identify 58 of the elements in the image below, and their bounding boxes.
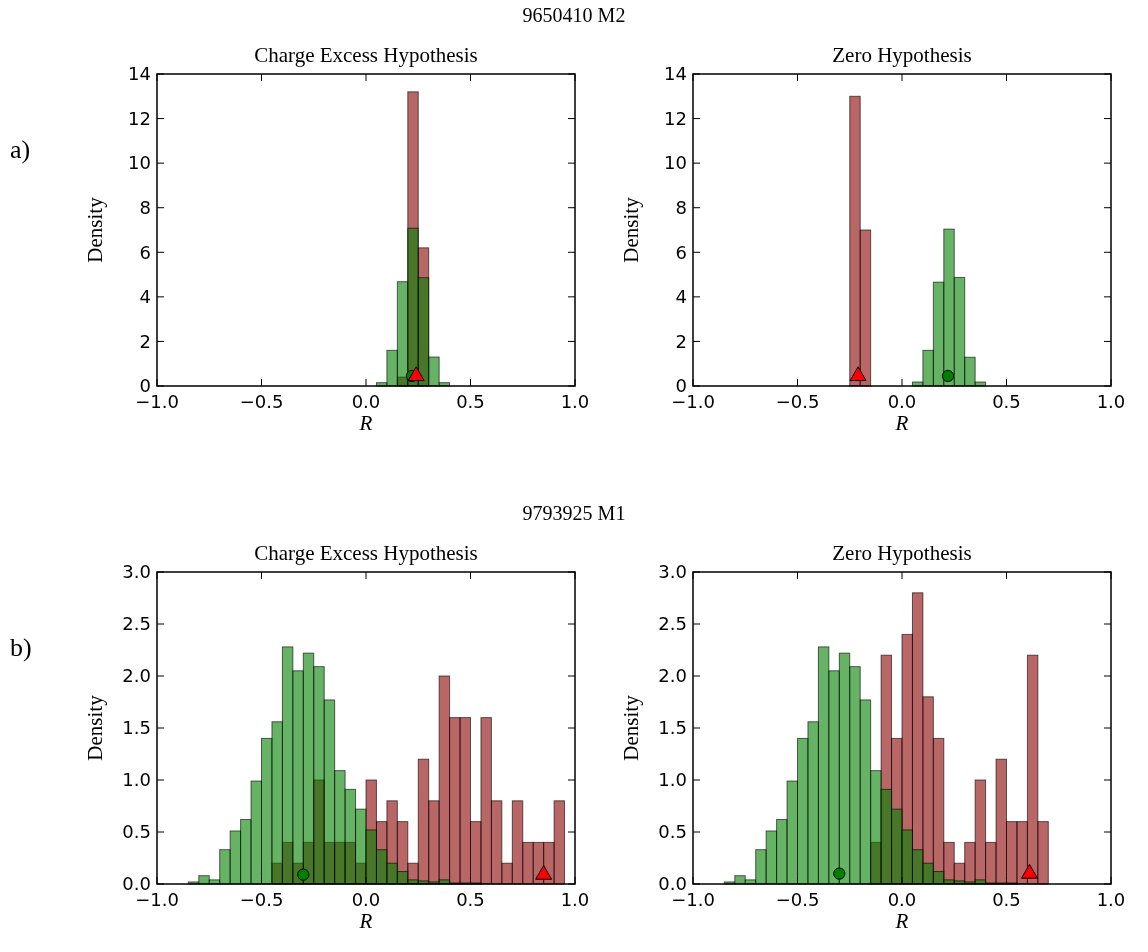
chart-title: Zero Hypothesis bbox=[832, 43, 972, 67]
y-tick-label: 14 bbox=[664, 63, 687, 85]
x-tick-label: −0.5 bbox=[775, 889, 820, 910]
y-tick-label: 2.0 bbox=[122, 665, 151, 687]
y-tick-label: 2 bbox=[139, 330, 151, 352]
x-axis-title: R bbox=[358, 909, 373, 933]
x-tick-label: 0.5 bbox=[456, 391, 485, 412]
y-tick-label: 2 bbox=[675, 330, 687, 352]
y-tick-label: 12 bbox=[664, 107, 687, 129]
x-axis-title: R bbox=[894, 411, 909, 435]
y-tick-label: 2.0 bbox=[658, 665, 687, 687]
x-axis-title: R bbox=[894, 909, 909, 933]
text: 9793925 M1 bbox=[522, 502, 626, 524]
x-tick-label: 1.0 bbox=[1096, 391, 1126, 412]
x-tick-label: 0.0 bbox=[887, 391, 917, 412]
x-tick-label: 1.0 bbox=[560, 889, 590, 910]
text: b) bbox=[10, 633, 32, 662]
x-tick-label: 0.0 bbox=[887, 889, 917, 910]
y-tick-label: 1.0 bbox=[658, 769, 687, 791]
x-tick-label: 0.5 bbox=[992, 889, 1021, 910]
y-tick-label: 1.5 bbox=[658, 717, 687, 739]
y-tick-label: 3.0 bbox=[658, 561, 687, 583]
y-axis-title: Density bbox=[619, 196, 643, 263]
y-tick-label: 4 bbox=[139, 286, 151, 308]
x-tick-label: 1.0 bbox=[560, 391, 590, 412]
y-tick-label: 1.0 bbox=[122, 769, 151, 791]
x-axis-title: R bbox=[358, 411, 373, 435]
x-tick-label: 0.0 bbox=[351, 889, 381, 910]
x-tick-label: 0.0 bbox=[351, 391, 381, 412]
y-tick-label: 2.5 bbox=[658, 613, 687, 635]
y-axis-title: Density bbox=[83, 196, 107, 263]
y-axis-title: Density bbox=[83, 694, 107, 761]
x-tick-label: −0.5 bbox=[239, 889, 284, 910]
x-tick-label: 1.0 bbox=[1096, 889, 1126, 910]
y-tick-label: 10 bbox=[128, 152, 151, 174]
chart-title: Charge Excess Hypothesis bbox=[254, 43, 478, 67]
chart-title: Charge Excess Hypothesis bbox=[254, 541, 478, 565]
y-tick-label: 0.5 bbox=[658, 821, 687, 843]
chart-title: Zero Hypothesis bbox=[832, 541, 972, 565]
text: 9650410 M2 bbox=[522, 4, 626, 26]
y-tick-label: 4 bbox=[675, 286, 687, 308]
y-tick-label: 8 bbox=[139, 197, 151, 219]
y-tick-label: 6 bbox=[675, 241, 687, 263]
y-tick-label: 0.5 bbox=[122, 821, 151, 843]
y-tick-label: 12 bbox=[128, 107, 151, 129]
y-tick-label: 2.5 bbox=[122, 613, 151, 635]
y-axis-title: Density bbox=[619, 694, 643, 761]
text: a) bbox=[10, 135, 31, 164]
y-tick-label: 14 bbox=[128, 63, 151, 85]
x-tick-label: 0.5 bbox=[456, 889, 485, 910]
y-tick-label: 8 bbox=[675, 197, 687, 219]
y-tick-label: 1.5 bbox=[122, 717, 151, 739]
x-tick-label: 0.5 bbox=[992, 391, 1021, 412]
y-tick-label: 6 bbox=[139, 241, 151, 263]
y-tick-label: 10 bbox=[664, 152, 687, 174]
x-tick-label: −0.5 bbox=[775, 391, 820, 412]
y-tick-label: 3.0 bbox=[122, 561, 151, 583]
x-tick-label: −0.5 bbox=[239, 391, 284, 412]
